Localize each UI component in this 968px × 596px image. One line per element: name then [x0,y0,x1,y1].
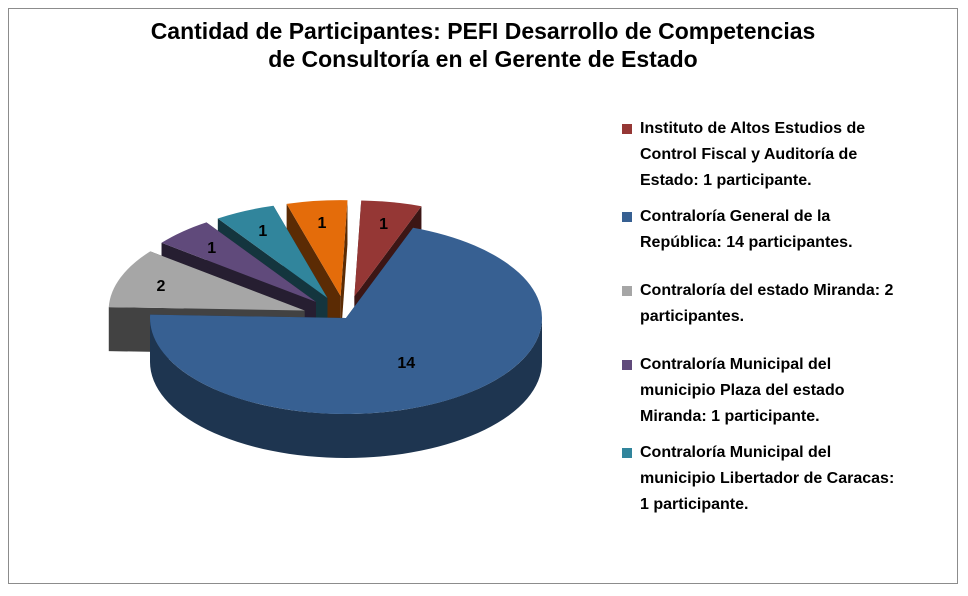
chart-title: Cantidad de Participantes: PEFI Desarrol… [9,17,957,73]
slice-data-label: 2 [157,278,166,295]
legend: Instituto de Altos Estudios de Control F… [622,116,942,528]
legend-text-line: Control Fiscal y Auditoría de [640,146,858,163]
chart-title-line-2: de Consultoría en el Gerente de Estado [268,46,698,72]
slice-data-label: 1 [318,215,327,232]
legend-text-line: municipio Libertador de Caracas: [640,470,895,487]
slice-data-label: 1 [258,223,267,240]
legend-text-line: Contraloría del estado Miranda: 2 [640,282,894,299]
pie-tops [108,200,542,414]
slice-data-label: 1 [207,240,216,257]
pie-slice [161,222,316,302]
legend-text-line: Contraloría General de la [640,208,831,225]
legend-text-line: Contraloría Municipal del [640,444,832,461]
legend-text-line: Estado: 1 participante. [640,172,812,189]
legend-swatch [622,448,632,458]
legend-swatch [622,212,632,222]
pie-slice [108,251,305,311]
legend-text-line: Miranda: 1 participante. [640,408,820,425]
chart-title-line-1: Cantidad de Participantes: PEFI Desarrol… [150,18,816,44]
legend-swatch [622,124,632,134]
legend-text-line: 1 participante. [640,496,749,513]
legend-item-cgr: Contraloría General de la República: 14 … [622,204,942,256]
legend-text-line: Instituto de Altos Estudios de [640,120,866,137]
legend-item-iaecf: Instituto de Altos Estudios de Control F… [622,116,942,194]
legend-text-line: Contraloría Municipal del [640,356,832,373]
legend-item-libertador: Contraloría Municipal del municipio Libe… [622,440,942,518]
pie-slice [150,227,542,414]
slice-data-label: 1 [379,216,388,233]
legend-swatch [622,360,632,370]
legend-swatch [622,286,632,296]
pie-slice-wall [340,200,348,341]
legend-text-line: municipio Plaza del estado [640,382,845,399]
legend-text-line: República: 14 participantes. [640,234,853,251]
pie-slice [354,200,422,297]
pie-slice [217,205,328,299]
pie-labels: 1 14 2 1 1 1 [157,215,416,372]
pie-slice [286,200,348,297]
legend-text-line: participantes. [640,308,745,325]
legend-item-plaza: Contraloría Municipal del municipio Plaz… [622,352,942,430]
legend-item-miranda: Contraloría del estado Miranda: 2 partic… [622,278,942,330]
slice-data-label: 14 [397,355,415,372]
pie-slice-side [150,318,542,458]
